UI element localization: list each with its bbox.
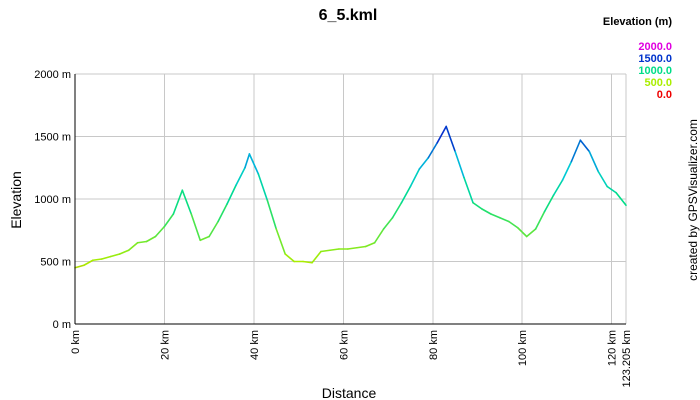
x-tick-label: 123.205 km: [621, 330, 633, 387]
elevation-segment: [266, 199, 278, 230]
x-tick-label: 40 km: [249, 330, 261, 360]
elevation-segment: [516, 226, 528, 238]
y-tick-labels: 0 m 500 m 1000 m 1500 m 2000 m: [34, 69, 71, 331]
elevation-segment: [615, 191, 627, 207]
y-tick-label: 2000 m: [34, 69, 71, 81]
legend-entry: 0.0: [657, 89, 672, 101]
chart-title: 6_5.kml: [319, 7, 378, 24]
elevation-segment: [302, 260, 313, 264]
elevation-segment: [427, 141, 439, 159]
legend-entry: 1500.0: [638, 53, 672, 65]
elevation-segment: [382, 216, 394, 230]
elevation-segment: [118, 249, 130, 255]
elevation-segment: [226, 184, 237, 205]
elevation-line: [74, 125, 627, 269]
elevation-segment: [454, 150, 465, 179]
elevation-segment: [101, 255, 112, 260]
elevation-segment: [445, 125, 456, 153]
legend-entry: 1000.0: [638, 65, 672, 77]
elevation-segment: [499, 216, 510, 223]
y-tick-label: 1000 m: [34, 194, 71, 206]
elevation-segment: [570, 139, 582, 163]
elevation-segment: [400, 185, 412, 204]
elevation-segment: [136, 240, 148, 244]
y-tick-label: 0 m: [53, 319, 71, 331]
elevation-segment: [244, 153, 251, 169]
elevation-segment: [109, 253, 121, 258]
y-tick-label: 1500 m: [34, 132, 71, 144]
elevation-segment: [311, 250, 322, 264]
elevation-segment: [284, 253, 295, 263]
elevation-segment: [579, 139, 591, 153]
y-axis-label: Elevation: [8, 171, 24, 229]
elevation-segment: [490, 213, 501, 219]
x-tick-label: 120 km: [607, 330, 619, 366]
elevation-segment: [83, 259, 94, 267]
elevation-segment: [275, 228, 286, 255]
credit-text: created by GPSVisualizer.com: [686, 119, 700, 281]
elevation-segment: [481, 208, 492, 215]
elevation-segment: [588, 150, 600, 173]
legend-title: Elevation (m): [603, 16, 672, 28]
elevation-segment: [463, 176, 474, 204]
elevation-segment: [347, 246, 358, 250]
elevation-segment: [409, 168, 421, 188]
elevation-segment: [248, 153, 260, 175]
elevation-segment: [74, 264, 85, 269]
elevation-segment: [320, 249, 331, 253]
elevation-segment: [145, 235, 157, 243]
elevation-segment: [329, 248, 340, 252]
elevation-segment: [92, 258, 103, 262]
elevation-segment: [181, 189, 193, 215]
elevation-segment: [163, 213, 175, 228]
elevation-segment: [257, 173, 269, 202]
x-tick-label: 60 km: [338, 330, 350, 360]
elevation-segment: [190, 213, 202, 242]
elevation-segment: [597, 170, 608, 188]
elevation-segment: [543, 194, 555, 213]
elevation-segment: [235, 166, 246, 187]
elevation-segment: [208, 220, 219, 238]
elevation-segment: [154, 225, 166, 238]
elevation-segment: [472, 201, 483, 210]
elevation-segment: [418, 156, 430, 170]
elevation-segment: [355, 245, 367, 249]
elevation-segment: [391, 201, 403, 219]
x-tick-label: 20 km: [159, 330, 171, 360]
elevation-segment: [199, 235, 210, 242]
elevation-segment: [525, 228, 537, 238]
axes: [74, 74, 626, 325]
x-tick-labels: 0 km 20 km 40 km 60 km 80 km 100 km 120 km 123.…: [70, 330, 633, 387]
elevation-segment: [436, 125, 447, 144]
x-tick-label: 80 km: [428, 330, 440, 360]
x-tick-label: 0 km: [70, 330, 82, 354]
elevation-segment: [552, 179, 564, 197]
elevation-segment: [364, 241, 376, 248]
elevation-segment: [508, 220, 519, 229]
x-tick-label: 100 km: [517, 330, 529, 366]
legend-entry: 500.0: [644, 77, 672, 89]
elevation-segment: [217, 203, 228, 223]
elevation-segment: [534, 210, 546, 230]
y-tick-label: 500 m: [40, 257, 71, 269]
legend-entry: 2000.0: [638, 41, 672, 53]
x-axis-label: Distance: [322, 385, 377, 400]
elevation-segment: [373, 228, 385, 244]
elevation-segment: [561, 160, 573, 182]
elevation-segment: [606, 185, 617, 194]
elevation-segment: [172, 189, 184, 215]
elevation-segment: [127, 241, 139, 252]
grid-lines: [74, 73, 627, 325]
